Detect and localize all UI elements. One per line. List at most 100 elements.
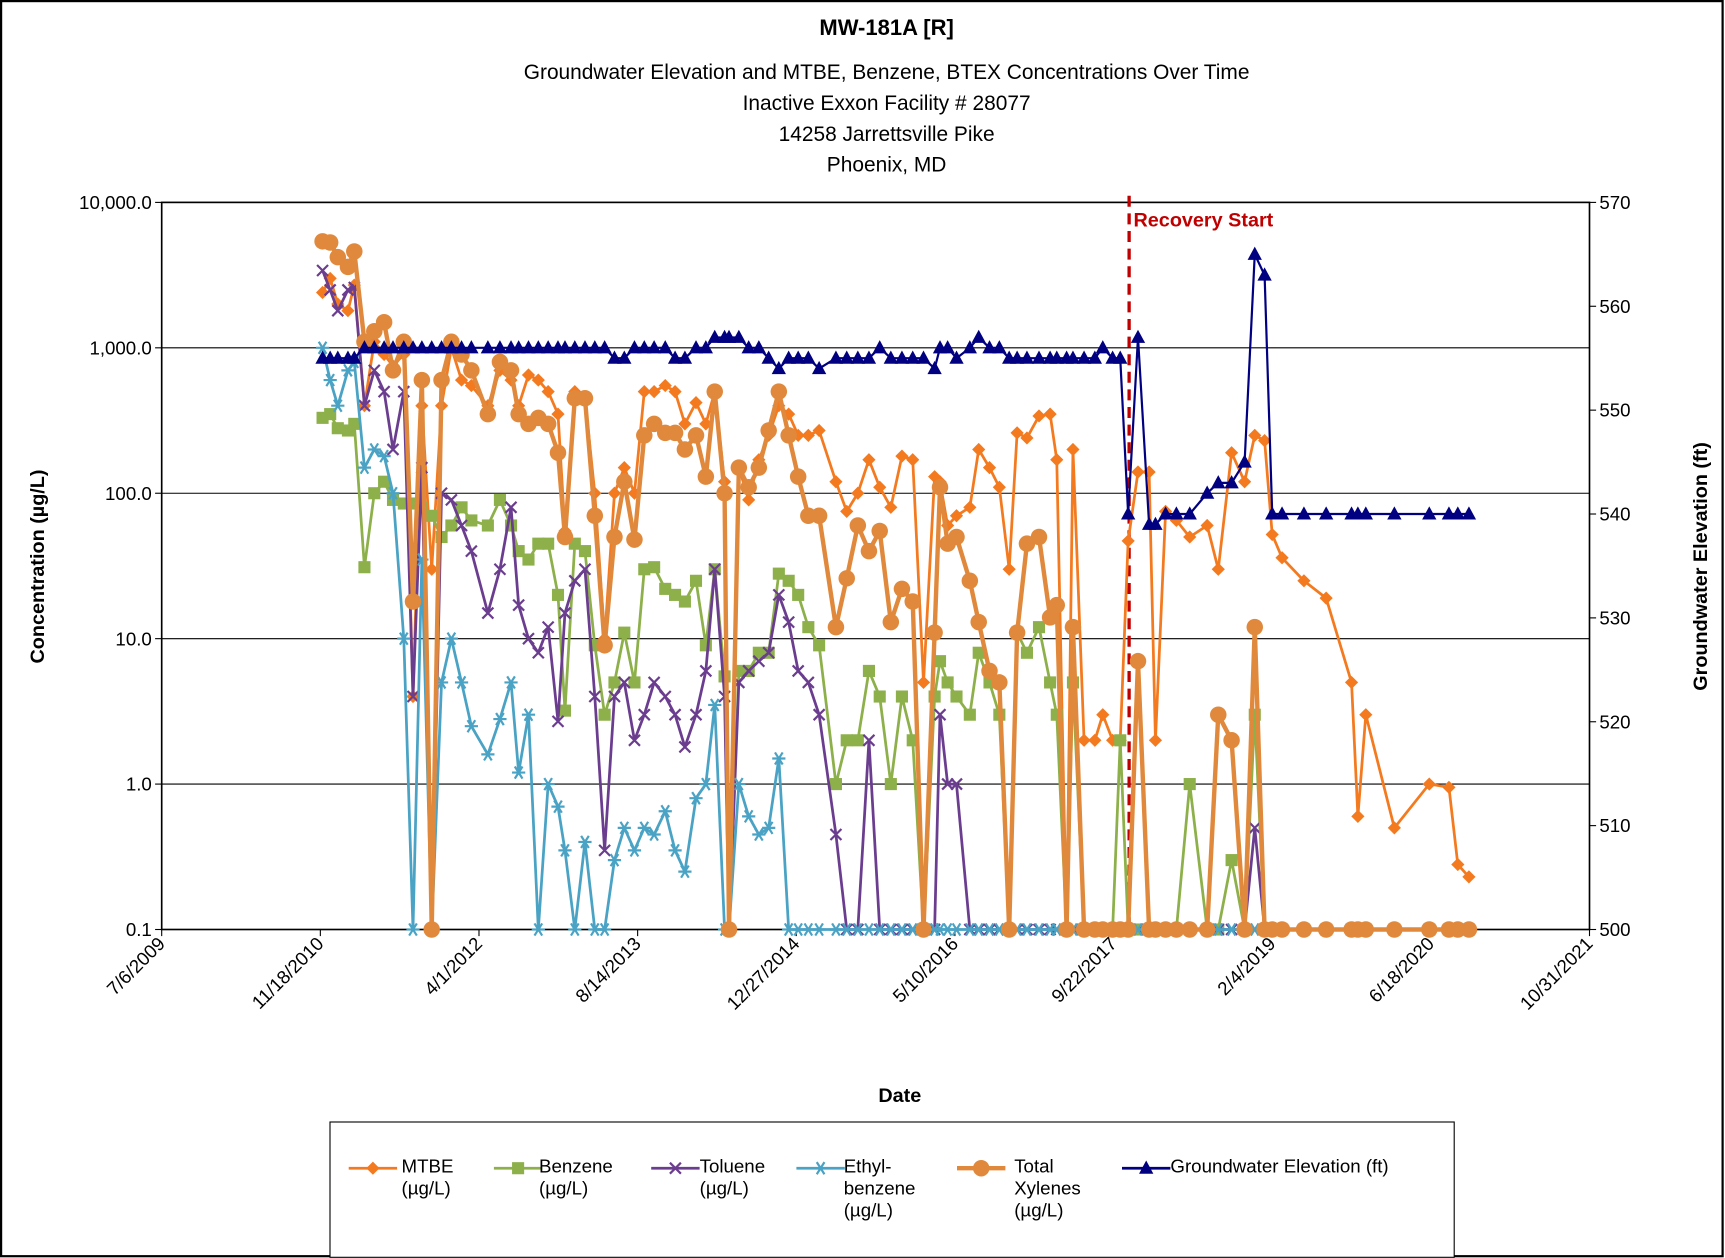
data-point <box>699 777 713 791</box>
data-point <box>926 624 943 641</box>
data-point <box>617 461 631 475</box>
legend-swatch <box>651 1161 700 1175</box>
data-point <box>1031 350 1047 364</box>
data-point <box>541 777 555 791</box>
data-point <box>812 708 826 721</box>
data-point <box>647 676 661 689</box>
data-point <box>883 350 898 364</box>
data-point <box>742 809 756 823</box>
data-point <box>839 350 854 364</box>
data-point <box>1210 706 1227 723</box>
data-point <box>707 329 722 343</box>
data-point <box>658 690 672 703</box>
data-point <box>465 514 478 527</box>
data-point <box>810 507 828 525</box>
data-point <box>689 791 703 805</box>
data-point <box>829 778 842 791</box>
data-point <box>963 708 976 721</box>
data-point <box>556 528 574 546</box>
data-point <box>884 778 897 791</box>
data-point <box>481 519 494 532</box>
y-axis-title: Concentration (µg/L) <box>27 470 49 664</box>
data-point <box>531 340 546 354</box>
data-point <box>1076 350 1092 364</box>
data-point <box>588 690 602 703</box>
data-point <box>578 562 592 576</box>
data-point <box>568 922 582 937</box>
data-point <box>367 442 381 457</box>
data-point <box>425 562 439 576</box>
data-point <box>1096 708 1110 722</box>
data-point <box>558 704 572 717</box>
data-point <box>377 385 391 398</box>
data-point <box>531 922 545 937</box>
data-point <box>445 493 458 507</box>
data-point <box>1058 921 1075 938</box>
data-point <box>539 415 557 433</box>
data-point <box>658 378 672 393</box>
data-point <box>861 350 877 364</box>
legend-swatch <box>796 1161 845 1175</box>
data-point <box>1386 921 1403 938</box>
legend-swatch <box>1122 1160 1171 1174</box>
chart-subtitle: Groundwater Elevation and MTBE, Benzene,… <box>524 61 1250 84</box>
data-point <box>413 371 431 389</box>
y2-tick-label: 500 <box>1599 919 1630 940</box>
legend-label: MTBE (µg/L) <box>401 1156 454 1199</box>
data-point <box>860 542 878 560</box>
data-point <box>1257 434 1272 448</box>
data-point <box>617 821 631 835</box>
data-point <box>789 468 807 485</box>
data-point <box>406 922 420 937</box>
data-point <box>801 428 815 442</box>
data-point <box>532 537 545 550</box>
data-point <box>1211 475 1226 489</box>
data-point <box>493 712 507 726</box>
data-point <box>648 561 661 574</box>
data-point <box>541 384 555 399</box>
data-point <box>762 646 775 660</box>
data-point <box>850 350 865 364</box>
data-point <box>827 618 845 636</box>
data-point <box>741 340 756 354</box>
data-point <box>813 639 826 652</box>
y2-tick-label: 510 <box>1599 815 1630 836</box>
chart-subtitle: Inactive Exxon Facility # 28077 <box>743 92 1031 115</box>
data-point <box>397 632 411 646</box>
data-point <box>637 384 651 399</box>
data-point <box>1357 921 1375 938</box>
data-point <box>568 574 582 588</box>
data-point <box>882 613 900 631</box>
data-point <box>1064 618 1082 636</box>
x-axis-title: Date <box>878 1085 921 1107</box>
data-point <box>1002 562 1016 576</box>
data-point <box>578 545 592 558</box>
data-point <box>493 562 507 576</box>
data-point <box>406 690 420 703</box>
data-point <box>316 264 329 277</box>
data-point <box>646 340 662 354</box>
data-point <box>368 364 381 377</box>
y2-tick-label: 570 <box>1599 192 1630 213</box>
data-point <box>658 804 672 818</box>
data-point <box>873 480 887 494</box>
data-point <box>1032 409 1046 423</box>
data-point <box>761 350 776 364</box>
data-point <box>849 517 867 534</box>
data-point <box>433 371 450 389</box>
data-point <box>1421 921 1438 938</box>
y-tick-label: 1,000.0 <box>89 337 151 358</box>
data-point <box>676 441 694 458</box>
data-point <box>315 341 330 355</box>
data-point <box>323 373 337 387</box>
data-point <box>1121 506 1136 520</box>
data-point <box>772 751 786 766</box>
data-point <box>607 853 622 867</box>
data-point <box>331 422 344 435</box>
data-point <box>424 340 439 354</box>
data-point <box>1065 350 1081 364</box>
data-point <box>375 313 393 331</box>
y-tick-label: 100.0 <box>105 483 152 504</box>
